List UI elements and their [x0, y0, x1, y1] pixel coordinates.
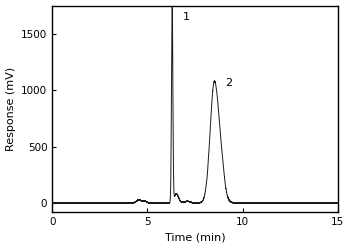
- Text: 2: 2: [225, 78, 233, 88]
- Text: 1: 1: [183, 12, 190, 22]
- X-axis label: Time (min): Time (min): [165, 232, 225, 243]
- Y-axis label: Response (mV): Response (mV): [6, 67, 15, 151]
